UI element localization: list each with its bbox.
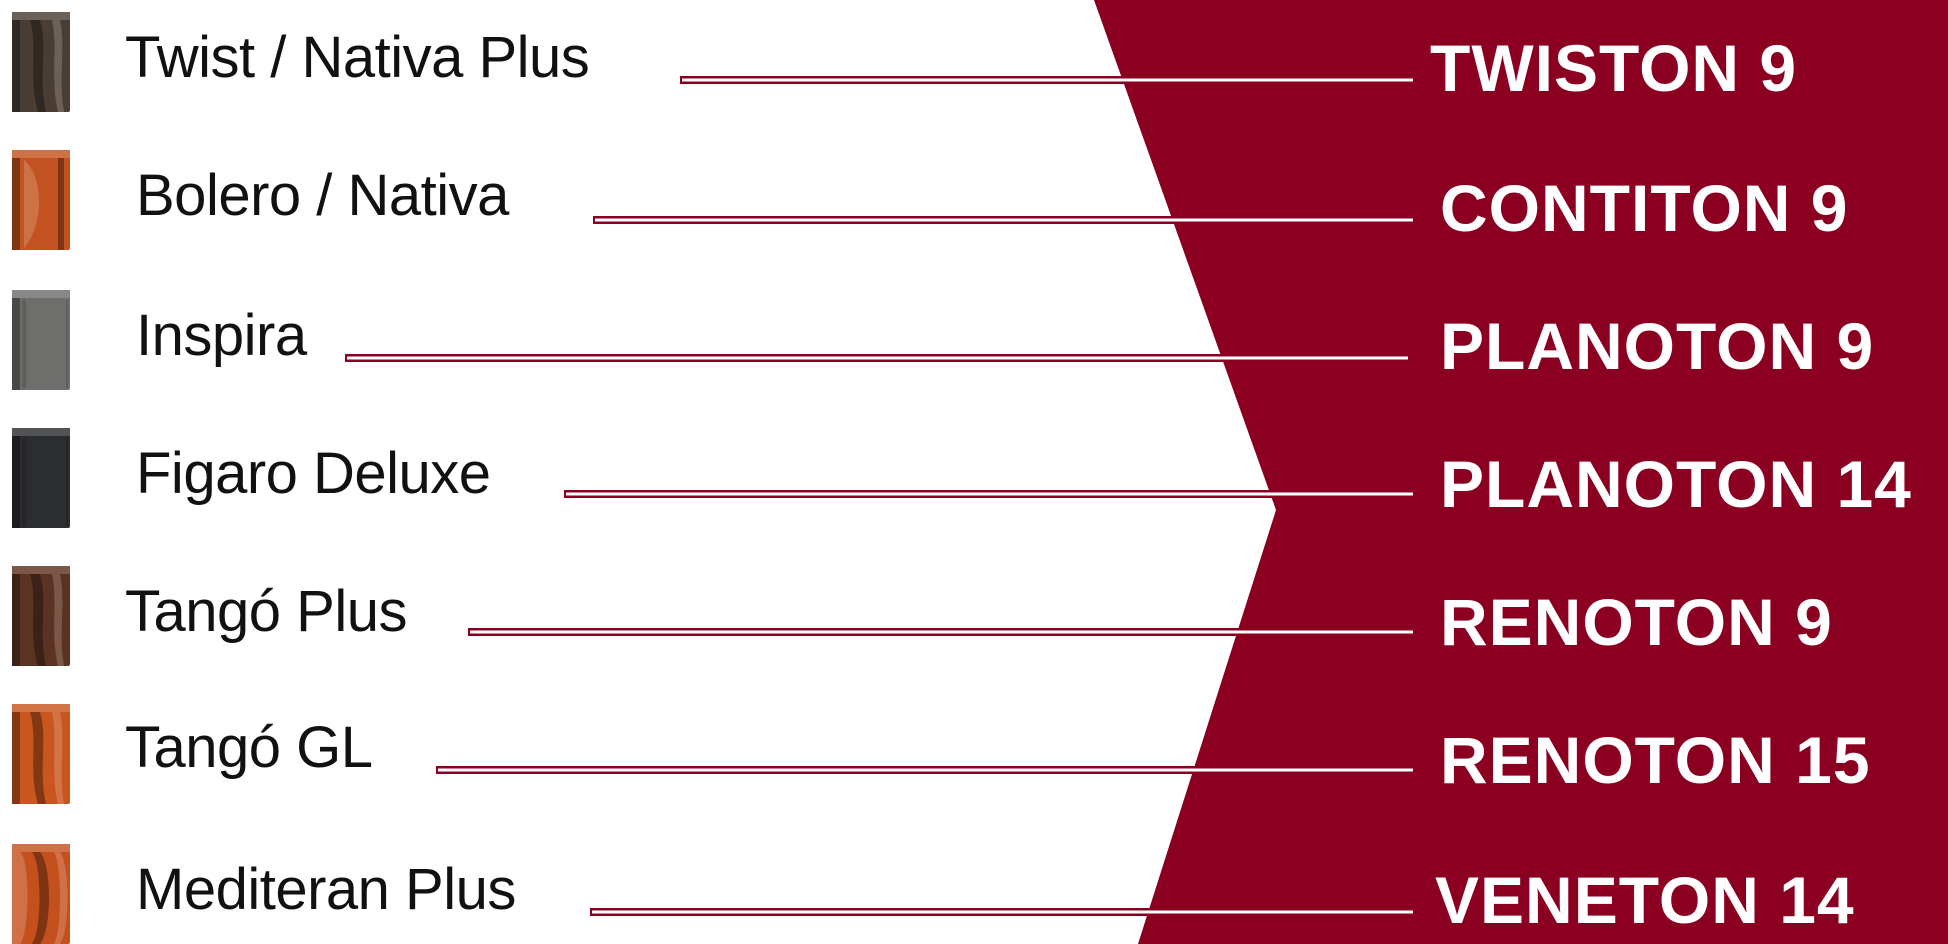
model-name: CONTITON 9 xyxy=(1440,171,1849,245)
product-name: Figaro Deluxe xyxy=(136,441,491,506)
flat-tile-icon xyxy=(8,424,74,532)
row-figaro: Figaro Deluxe PLANOTON 14 xyxy=(0,416,1948,546)
model-name: PLANOTON 9 xyxy=(1440,309,1875,383)
product-name: Inspira xyxy=(136,303,307,368)
connector-line xyxy=(345,352,1410,364)
connector-line xyxy=(680,74,1415,86)
model-name: RENOTON 9 xyxy=(1440,585,1833,659)
row-bolero: Bolero / Nativa CONTITON 9 xyxy=(0,138,1948,268)
product-name: Tangó GL xyxy=(125,715,373,780)
row-inspira: Inspira PLANOTON 9 xyxy=(0,278,1948,408)
model-name: TWISTON 9 xyxy=(1430,31,1798,105)
twist-icon xyxy=(8,8,74,116)
connector-line xyxy=(593,214,1415,226)
flat-tile-icon xyxy=(8,286,74,394)
model-name: RENOTON 15 xyxy=(1440,723,1871,797)
product-name: Twist / Nativa Plus xyxy=(125,25,590,90)
tango-icon xyxy=(8,562,74,670)
connector-line xyxy=(436,764,1415,776)
row-twist: Twist / Nativa Plus TWISTON 9 xyxy=(0,0,1948,130)
connector-line xyxy=(468,626,1415,638)
product-name: Tangó Plus xyxy=(125,579,407,644)
model-name: VENETON 14 xyxy=(1435,863,1855,937)
tango-icon xyxy=(8,700,74,808)
row-mediteran: Mediteran Plus VENETON 14 xyxy=(0,828,1948,944)
model-name: PLANOTON 14 xyxy=(1440,447,1912,521)
row-tango-plus: Tangó Plus RENOTON 9 xyxy=(0,554,1948,684)
connector-line xyxy=(590,906,1415,918)
row-tango-gl: Tangó GL RENOTON 15 xyxy=(0,692,1948,822)
connector-line xyxy=(564,488,1415,500)
mediteran-icon xyxy=(8,840,74,944)
product-name: Mediteran Plus xyxy=(136,857,516,922)
bolero-icon xyxy=(8,146,74,254)
product-name: Bolero / Nativa xyxy=(136,163,509,228)
